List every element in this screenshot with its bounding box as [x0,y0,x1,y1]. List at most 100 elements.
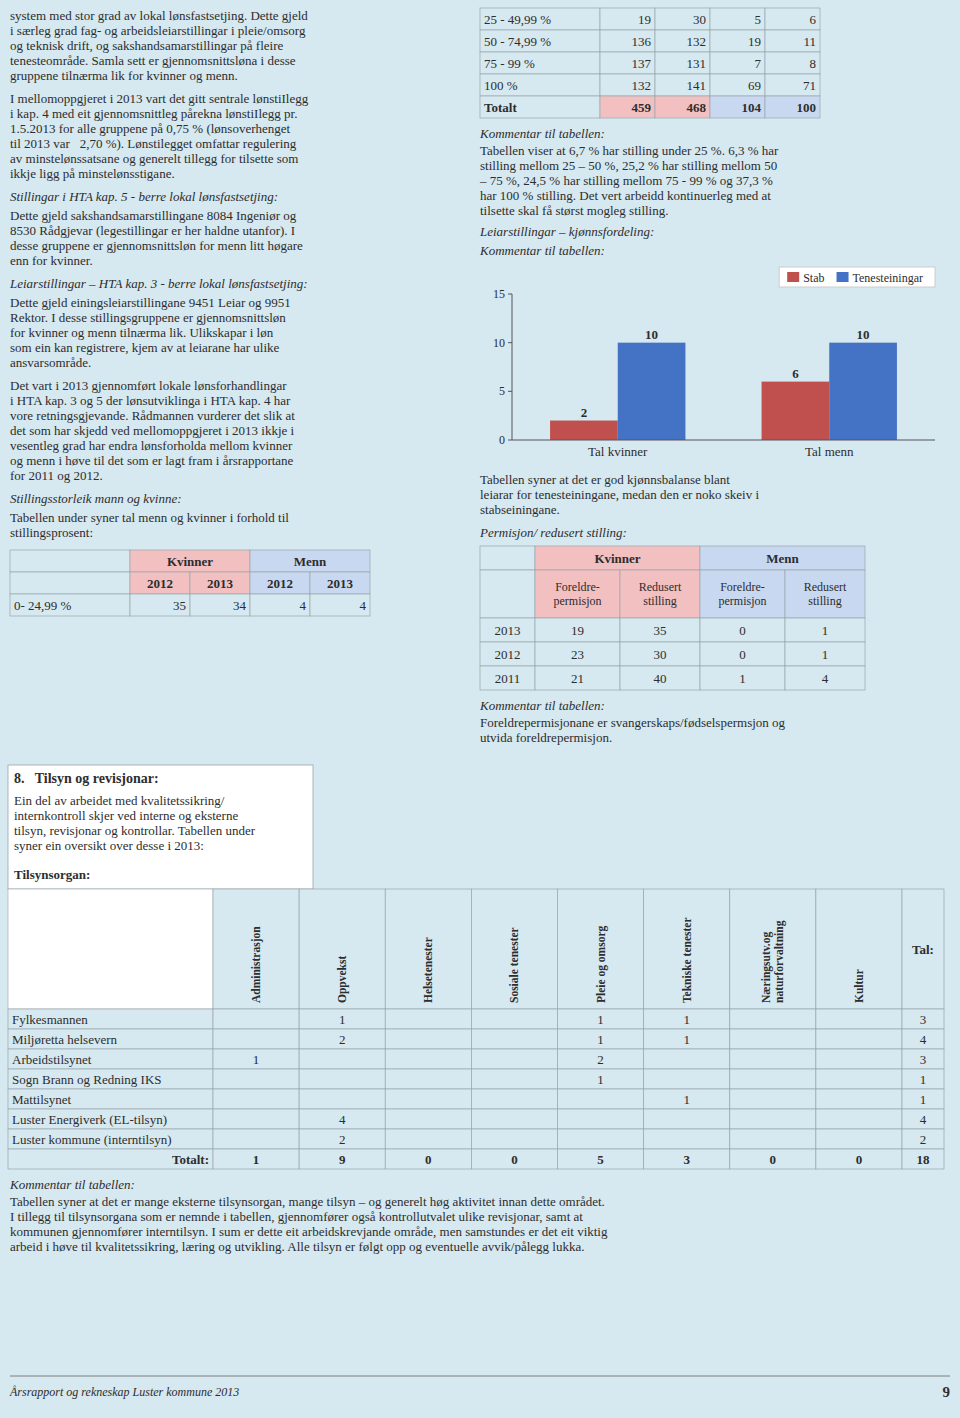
table-header-cell [644,889,730,1009]
table-cell [765,74,820,96]
y-tick [508,391,512,392]
text-line: 1 [683,1012,690,1027]
table-cell-text: 4 [339,1112,346,1127]
table-total-text: 9 [339,1152,346,1167]
table-header: Kvinner [167,554,213,569]
text-line: i kap. 4 med eit gjennomsnittleg pårekna… [10,106,297,121]
table-total-text: 0 [425,1152,432,1167]
table-cell [730,1029,816,1049]
table-cell-text: 19 [571,623,584,638]
paragraph: Stillingsstorleik mann og kvinne: [10,491,182,506]
table-cell-text: 25 - 49,99 % [484,12,551,27]
table-total-text: Totalt [484,100,517,115]
table-total-cell [765,96,820,118]
text-line: Oppvekst [336,956,349,1003]
table-cell-text: Fylkesmannen [12,1012,88,1027]
text-line: 1.5.2013 for alle gruppene på 0,75 % (lø… [10,121,291,136]
table-cell [8,1069,213,1089]
x-tick-label: Tal kvinner [588,444,648,459]
footer-rule [10,1376,950,1377]
text-line: 1 [920,1092,927,1107]
y-tick-label: 10 [493,336,505,350]
y-tick [508,294,512,295]
text-line: 1 [597,1072,604,1087]
bar [550,421,618,440]
table-header: Redusertstilling [639,580,682,608]
text-line: 19 [748,34,761,49]
text-line: Foreldre- [555,580,600,594]
table-cell [299,1129,385,1149]
table-cell-text: 1 [597,1012,604,1027]
text-line: Stillingsstorleik mann og kvinne: [10,491,182,506]
table-header-cell [130,572,190,594]
paragraph: system med stor grad av lokal lønsfastse… [10,8,308,83]
table-header-cell [130,550,250,572]
text-line: 2 [920,1132,927,1147]
text-line: 0 [425,1152,432,1167]
text-line: Tabellen viser at 6,7 % har stilling und… [480,143,779,158]
table-cell-text: 35 [654,623,667,638]
text-line: 1 [822,623,829,638]
text-line: arbeid i høve til kvalitetssikring, læri… [10,1239,584,1254]
table-total-cell [558,1149,644,1169]
table-cell [785,666,865,690]
table-cell-text: 4 [300,598,307,613]
table-total-cell [730,1149,816,1169]
table-cell [213,1069,299,1089]
table-cell-text: 2011 [495,671,521,686]
table-cell [385,1009,471,1029]
text-line: stilling [808,594,841,608]
table-cell [655,30,710,52]
table-total-text: 459 [632,100,652,115]
text-line: 1 [683,1032,690,1047]
table-cell-text: 141 [687,78,707,93]
right-column: 25 - 49,99 %19305650 - 74,99 %1361321911… [479,8,935,745]
table-cell [535,642,620,666]
text-line: gruppene tilnærma lik for kvinner og men… [10,68,238,83]
text-line: 1 [739,671,746,686]
table-cell [644,1129,730,1149]
text-line: 10 [645,327,658,342]
table-header-cell [700,570,785,618]
table-cell [8,1009,213,1029]
text-line: internkontroll skjer ved interne og ekst… [14,808,238,823]
text-line: for kvinner og menn tilnærma lik. Uliksk… [10,325,274,340]
legend-entry: Tenesteiningar [853,271,923,285]
table-cell [558,1009,644,1029]
section-title: 8. Tilsyn og revisjonar: [14,771,159,786]
table-cell [299,1029,385,1049]
table-cell [213,1109,299,1129]
table-cell-text: 0 [739,647,746,662]
table-header: 2012 [147,576,173,591]
text-line: 25 - 49,99 % [484,12,551,27]
text-line: Helsetenester [422,937,434,1003]
text-line: Miljøretta helsevern [12,1032,118,1047]
text-line: Administrasjon [250,926,263,1003]
table-cell-text: 19 [748,34,761,49]
text-line: 19 [638,12,651,27]
table-cell-text: 6 [810,12,817,27]
table-cell-text: 4 [822,671,829,686]
text-line: Kommentar til tabellen: [479,243,605,258]
table-cell [785,642,865,666]
text-line: Leiarstillingar – kjønnsfordeling: [479,224,654,239]
table-cell [730,1089,816,1109]
text-line: Redusert [804,580,847,594]
text-line: 2 [597,1052,604,1067]
text-line: og menn i høve til det som er lagt fram … [10,453,294,468]
text-line: 4 [300,598,307,613]
text-line: 100 % [484,78,518,93]
text-line: ansvarsområde. [10,355,91,370]
table-header-cell [558,889,644,1009]
table-cell [816,1069,902,1089]
table-cell [710,52,765,74]
table-cell-text: 1 [739,671,746,686]
text-line: til 2013 var 2,70 %). Lønstilegget omfat… [10,136,297,151]
paragraph: Tabellen under syner tal menn og kvinner… [10,510,289,540]
text-line: tilsette skal få størst mogleg stilling. [480,203,668,218]
text-line: i HTA kap. 3 og 5 der lønsutviklinga i H… [10,393,291,408]
table-cell [385,1089,471,1109]
rotated-header: Sosiale tenester [508,927,520,1003]
table-header-cell [471,889,557,1009]
table-cell [710,8,765,30]
